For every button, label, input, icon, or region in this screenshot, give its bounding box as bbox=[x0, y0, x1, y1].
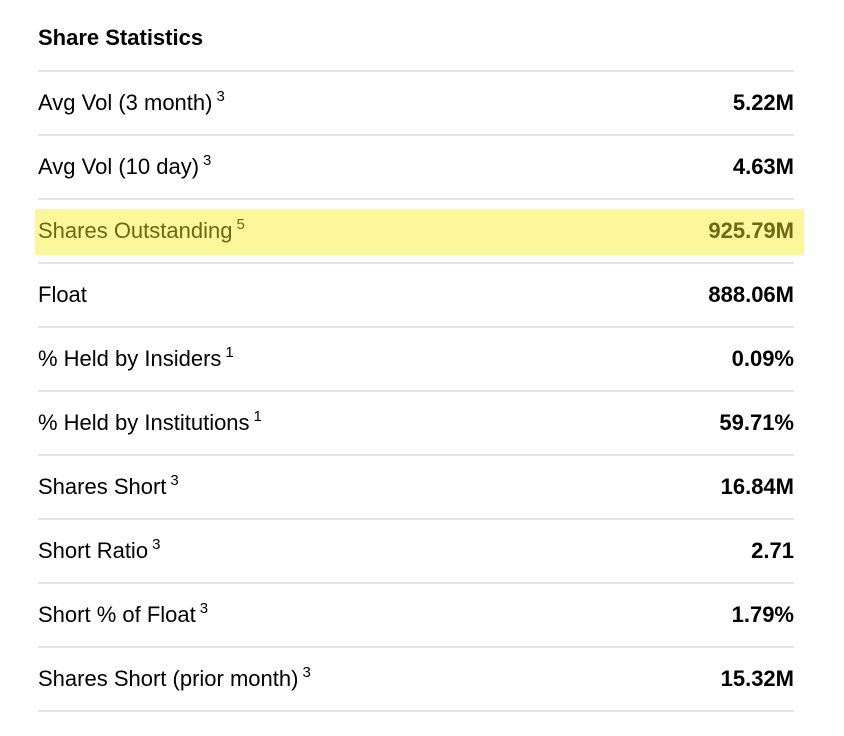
stat-row-avg-vol-10-day: Avg Vol (10 day) 3 4.63M bbox=[38, 136, 794, 200]
section-title: Share Statistics bbox=[38, 0, 794, 72]
stat-value: 15.32M bbox=[720, 666, 794, 691]
stat-value: 1.79% bbox=[731, 602, 794, 627]
stat-value: 4.63M bbox=[732, 154, 794, 179]
share-statistics-panel: Share Statistics Avg Vol (3 month) 3 5.22… bbox=[35, 0, 804, 712]
stat-row-shares-outstanding: Shares Outstanding 5 925.79M bbox=[35, 200, 804, 264]
stat-label: Shares Short (prior month) 3 bbox=[38, 664, 311, 691]
stat-label: Shares Outstanding 5 bbox=[38, 216, 245, 243]
stat-row-held-by-institutions: % Held by Institutions 1 59.71% bbox=[38, 392, 794, 456]
footnote-marker[interactable]: 3 bbox=[199, 600, 209, 617]
stat-row-held-by-insiders: % Held by Insiders 1 0.09% bbox=[38, 328, 794, 392]
stat-label: Short % of Float 3 bbox=[38, 600, 209, 627]
stat-row-float: Float 888.06M bbox=[38, 264, 794, 328]
footnote-marker[interactable]: 3 bbox=[216, 88, 225, 105]
stat-label: Avg Vol (10 day) 3 bbox=[38, 152, 212, 179]
stat-label: Short Ratio 3 bbox=[38, 536, 161, 563]
stat-row-shares-short-prior-month: Shares Short (prior month) 3 15.32M bbox=[38, 648, 794, 712]
stat-row-short-percent-of-float: Short % of Float 3 1.79% bbox=[38, 584, 794, 648]
stat-label: Float bbox=[38, 282, 87, 307]
footnote-marker[interactable]: 3 bbox=[152, 536, 161, 553]
stat-label: Shares Short 3 bbox=[38, 472, 179, 499]
stat-value: 5.22M bbox=[732, 90, 794, 115]
stat-label: Avg Vol (3 month) 3 bbox=[38, 88, 225, 115]
stat-row-avg-vol-3-month: Avg Vol (3 month) 3 5.22M bbox=[38, 72, 794, 136]
stat-value: 59.71% bbox=[719, 410, 794, 435]
stat-label: % Held by Institutions 1 bbox=[38, 408, 262, 435]
stat-row-shares-short: Shares Short 3 16.84M bbox=[38, 456, 794, 520]
footnote-marker[interactable]: 1 bbox=[253, 408, 262, 425]
stat-value: 16.84M bbox=[720, 474, 794, 499]
footnote-marker[interactable]: 3 bbox=[302, 664, 311, 681]
footnote-marker[interactable]: 5 bbox=[236, 216, 245, 233]
footnote-marker[interactable]: 3 bbox=[203, 152, 212, 169]
stat-value: 888.06M bbox=[708, 282, 794, 307]
stat-label: % Held by Insiders 1 bbox=[38, 344, 234, 371]
stat-value: 925.79M bbox=[708, 218, 794, 243]
footnote-marker[interactable]: 3 bbox=[170, 472, 179, 489]
stat-row-short-ratio: Short Ratio 3 2.71 bbox=[38, 520, 794, 584]
footnote-marker[interactable]: 1 bbox=[225, 344, 234, 361]
stat-value: 2.71 bbox=[751, 538, 794, 563]
stat-value: 0.09% bbox=[731, 346, 794, 371]
